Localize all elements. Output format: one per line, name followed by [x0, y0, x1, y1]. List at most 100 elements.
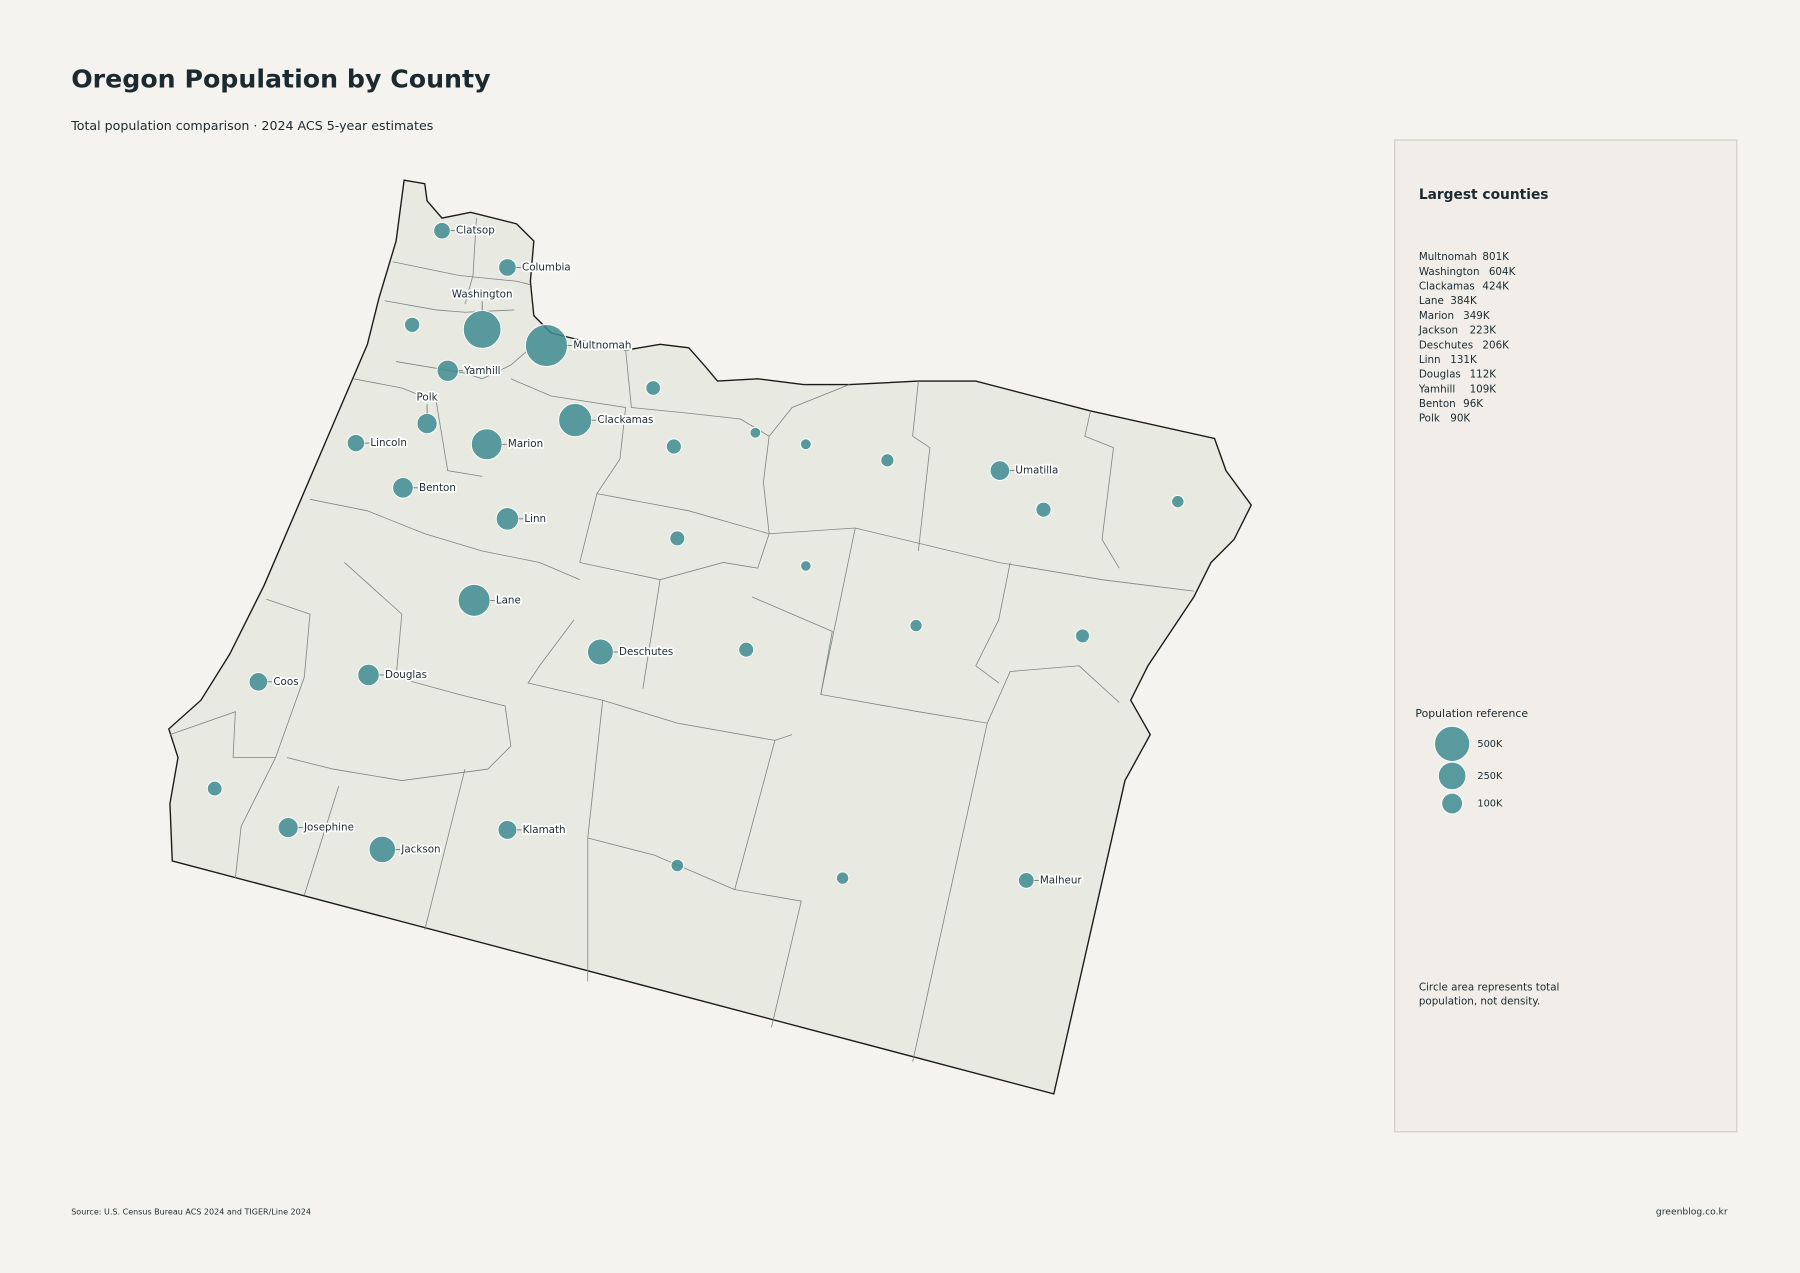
county-circle — [357, 663, 380, 687]
county-label: Yamhill — [463, 365, 500, 377]
list-value: 604K — [1489, 266, 1516, 278]
county-circle — [495, 507, 520, 531]
county-circle — [248, 672, 269, 692]
list-value: 109K — [1470, 383, 1497, 395]
county-circle — [1075, 628, 1090, 644]
list-name: Douglas — [1419, 369, 1461, 381]
list-value: 96K — [1463, 398, 1483, 410]
county-label: Marion — [508, 438, 543, 450]
county-circle — [645, 380, 662, 396]
county-circle — [800, 560, 812, 572]
county-label: Benton — [419, 482, 456, 494]
legend-label: 100K — [1477, 799, 1503, 810]
county-circle — [835, 871, 850, 885]
county-label: Columbia — [522, 261, 571, 273]
county-circle — [404, 316, 421, 333]
sidebar-title: Largest counties — [1419, 187, 1549, 203]
list-value: 349K — [1463, 310, 1490, 322]
county-label: Jackson — [400, 843, 440, 855]
county-label: Deschutes — [619, 646, 673, 658]
subtitle: Total population comparison · 2024 ACS 5… — [70, 118, 433, 133]
list-value: 801K — [1482, 251, 1509, 263]
county-circle — [470, 428, 503, 461]
list-name: Clackamas — [1419, 281, 1475, 293]
county-circle — [558, 403, 593, 438]
county-circle — [457, 583, 491, 617]
list-name: Yamhill — [1418, 383, 1455, 395]
county-label: Malheur — [1040, 874, 1083, 886]
county-label: Clatsop — [456, 225, 495, 237]
county-circle — [433, 221, 451, 240]
list-name: Washington — [1419, 266, 1480, 278]
county-circle — [665, 438, 682, 455]
county-circle — [800, 438, 812, 451]
county-circle — [1035, 501, 1052, 518]
county-circle — [277, 817, 299, 839]
county-label: Coos — [273, 676, 298, 688]
legend-label: 500K — [1477, 739, 1503, 750]
county-circle — [587, 638, 614, 666]
note-box: Circle area represents total population,… — [1418, 982, 1560, 1008]
county-label: Douglas — [385, 669, 427, 681]
county-lines — [169, 218, 1194, 1062]
county-circle — [909, 618, 923, 633]
county-circle — [1017, 872, 1035, 889]
list-name: Benton — [1419, 398, 1456, 410]
county-circle — [989, 460, 1011, 481]
list-value: 384K — [1450, 295, 1477, 307]
legend-title: Population reference — [1415, 707, 1528, 720]
county-circle — [524, 324, 568, 368]
county-circle — [436, 359, 459, 382]
county-circle — [880, 453, 895, 468]
list-name: Lane — [1419, 295, 1444, 307]
legend-circle — [1437, 761, 1467, 791]
list-name: Multnomah — [1419, 251, 1477, 263]
county-circle — [738, 641, 755, 658]
legend-circle — [1441, 792, 1463, 815]
list-name: Polk — [1419, 413, 1440, 425]
source: Source: U.S. Census Bureau ACS 2024 and … — [71, 1208, 311, 1217]
list-value: 424K — [1482, 281, 1509, 293]
county-label: Polk — [417, 391, 438, 403]
sidebar: Largest counties Population reference Ci… — [1394, 139, 1738, 1133]
list-name: Jackson — [1418, 325, 1458, 337]
list-value: 90K — [1450, 413, 1470, 425]
county-label: Klamath — [523, 824, 566, 836]
county-circle — [462, 310, 502, 349]
list-name: Deschutes — [1419, 339, 1473, 351]
county-label: Lane — [496, 594, 521, 606]
legend-label: 250K — [1477, 771, 1503, 782]
oregon-map — [168, 179, 1253, 1095]
legend-circle — [1434, 725, 1471, 762]
county-label: Washington — [452, 289, 513, 301]
county-circle — [206, 780, 223, 797]
county-circle — [392, 477, 414, 499]
state-outline — [168, 179, 1253, 1095]
county-circle — [416, 413, 438, 435]
county-circle — [670, 858, 685, 873]
county-circle — [497, 820, 518, 840]
list-name: Marion — [1419, 310, 1454, 322]
list-name: Linn — [1419, 354, 1441, 366]
population-circles: Clatsop Columbia Washington Multnomah Yamhil… — [206, 221, 1185, 889]
title: Oregon Population by County — [71, 64, 490, 93]
county-circle — [498, 258, 517, 277]
county-label: Clackamas — [597, 414, 653, 426]
county-circle — [1171, 494, 1185, 509]
county-circle — [368, 835, 397, 864]
county-label: Linn — [524, 513, 546, 525]
county-label: Josephine — [303, 822, 354, 834]
list-value: 206K — [1482, 339, 1509, 351]
county-circle — [669, 530, 686, 547]
county-label: Umatilla — [1015, 465, 1058, 477]
county-circle — [346, 433, 366, 453]
list-value: 223K — [1470, 325, 1497, 337]
sidebar-panel — [1394, 139, 1738, 1133]
note: Circle area represents total population,… — [1418, 982, 1560, 1008]
county-circle — [749, 426, 762, 439]
county-label: Multnomah — [573, 340, 631, 352]
list-value: 112K — [1470, 369, 1497, 381]
county-label: Lincoln — [370, 437, 407, 449]
credit: greenblog.co.kr — [1656, 1207, 1728, 1218]
